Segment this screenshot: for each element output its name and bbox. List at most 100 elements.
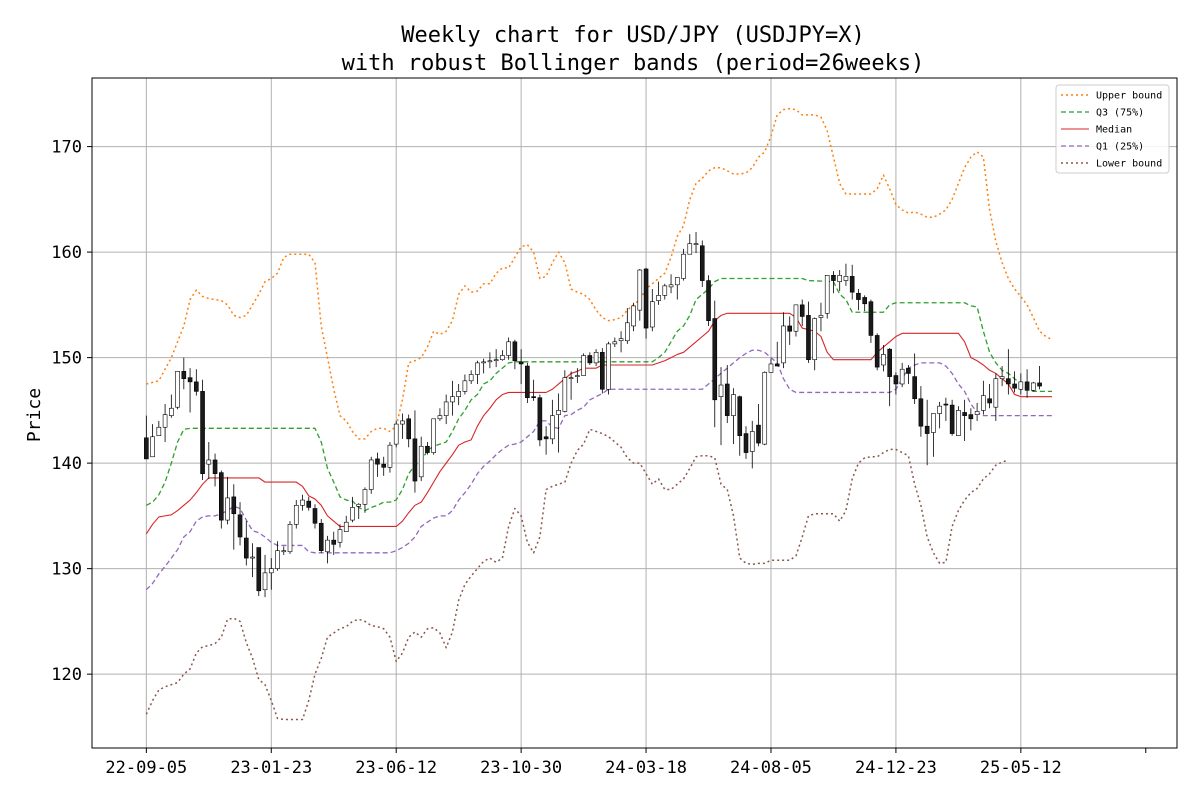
candle [843, 263, 849, 286]
candle [487, 352, 493, 369]
x-tick-label: 23-10-30 [480, 758, 562, 778]
candle [737, 395, 743, 456]
candle-body [387, 444, 393, 468]
candle-body [500, 355, 505, 361]
candle-body [187, 377, 193, 383]
candle-body [1006, 378, 1011, 385]
y-tick-label: 140 [51, 454, 82, 474]
candle-body [718, 384, 724, 397]
candle-body [418, 445, 424, 478]
candle-body [843, 276, 849, 281]
legend-label-lower: Lower bound [1096, 159, 1162, 170]
candle [693, 232, 699, 254]
candle [268, 558, 274, 590]
legend: Upper bound Q3 (75%) Median Q1 (25%) Lower b… [1055, 84, 1170, 174]
candle-body [887, 348, 892, 377]
candle [212, 453, 218, 487]
candle-body [1037, 382, 1042, 387]
candle-body [806, 315, 811, 361]
candle-body [749, 431, 755, 452]
candle-body [712, 318, 718, 401]
candle-body [431, 418, 436, 453]
candle [924, 399, 930, 466]
candle-body [968, 414, 974, 420]
candle [543, 426, 549, 455]
candle [600, 348, 605, 394]
legend-label-upper: Upper bound [1096, 91, 1162, 102]
candle [331, 531, 337, 555]
candle-body [343, 521, 349, 533]
candle [987, 383, 992, 409]
candle-body [631, 305, 636, 327]
candle-body [949, 404, 955, 434]
candle [343, 515, 349, 533]
candle [537, 394, 543, 447]
candle-body [868, 301, 874, 336]
candle [762, 371, 768, 446]
candle [625, 308, 630, 344]
candle [606, 341, 611, 395]
candle-body [893, 375, 899, 385]
candle [194, 369, 199, 396]
candle [175, 371, 180, 410]
series-line-q3 [146, 277, 1053, 512]
candle [312, 504, 318, 529]
candle-body [206, 459, 212, 465]
y-tick-label: 130 [51, 560, 82, 580]
candle [718, 367, 724, 446]
x-tick-label: 24-12-23 [855, 758, 937, 778]
x-tick-label: 24-03-18 [605, 758, 687, 778]
candle-body [924, 425, 930, 434]
candle-body [818, 315, 824, 318]
candle-body [575, 375, 580, 377]
series-line-upper [146, 107, 1053, 440]
candle-body [312, 508, 318, 524]
candle-body [906, 367, 911, 374]
candle [962, 399, 967, 441]
candle-body [350, 507, 355, 521]
candle-body [993, 378, 999, 408]
candle-body [293, 505, 299, 525]
candle-body [212, 459, 218, 474]
candle-body [250, 556, 255, 559]
candle [300, 494, 305, 511]
candle-body [962, 412, 967, 416]
candle [512, 339, 518, 370]
candle [706, 275, 711, 326]
candle [981, 380, 986, 415]
candle [550, 399, 555, 445]
candle [881, 344, 886, 372]
candle [899, 362, 905, 388]
chart-title-line2: with robust Bollinger bands (period=26we… [342, 51, 925, 76]
chart-title-line1: Weekly chart for USD/JPY (USDJPY=X) [401, 23, 865, 48]
candle [568, 371, 574, 400]
candle [337, 524, 343, 548]
candle [462, 374, 468, 395]
candle-body [600, 352, 605, 390]
candle [793, 304, 799, 337]
candle [262, 554, 268, 598]
candle [974, 402, 980, 421]
candle-body [219, 472, 224, 521]
candle-body [225, 497, 230, 521]
candle-body [468, 374, 474, 382]
candle [918, 386, 924, 437]
candle-body [881, 354, 886, 366]
candle-body [268, 568, 274, 574]
candle-body [793, 304, 799, 332]
candle [587, 352, 593, 365]
candle-body [300, 499, 305, 506]
candle-body [768, 363, 774, 373]
candle-body [506, 341, 511, 356]
candle-body [612, 341, 618, 345]
x-tick-label: 23-01-23 [230, 758, 312, 778]
candle [144, 415, 149, 460]
candle-body [281, 550, 287, 553]
candle-body [443, 401, 449, 416]
candle [156, 420, 162, 436]
candle-body [662, 285, 668, 296]
candle-body [987, 398, 992, 404]
candle-body [556, 410, 561, 415]
candle [206, 442, 212, 479]
candle-body [375, 458, 380, 465]
